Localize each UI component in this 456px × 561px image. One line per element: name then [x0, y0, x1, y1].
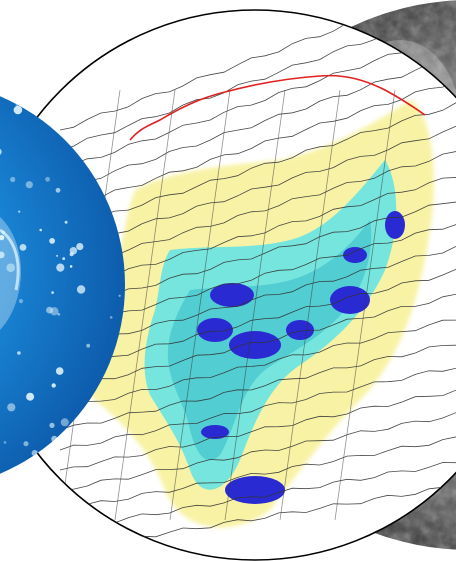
water-droplet — [19, 244, 27, 251]
water-droplet — [46, 306, 53, 314]
water-droplet — [14, 481, 20, 487]
survey-line — [169, 89, 231, 521]
water-droplet — [56, 254, 59, 257]
water-droplet — [76, 285, 86, 294]
water-droplet — [13, 105, 23, 115]
water-droplet — [69, 265, 73, 268]
survey-line — [59, 361, 456, 451]
water-droplet — [26, 392, 35, 401]
survey-line — [59, 124, 456, 251]
water-droplet — [49, 422, 55, 428]
survey-line — [59, 98, 456, 231]
survey-line — [59, 317, 456, 411]
water-droplet — [86, 343, 91, 348]
water-droplet — [60, 418, 69, 427]
water-droplet — [56, 263, 65, 272]
water-droplet — [7, 403, 16, 412]
water-droplet — [118, 294, 121, 297]
water-droplet — [109, 316, 113, 319]
water-droplet — [0, 235, 5, 241]
water-droplet — [39, 228, 42, 232]
water-droplet — [50, 307, 59, 316]
water-droplet — [0, 251, 5, 259]
survey-line — [59, 217, 456, 331]
water-droplet — [62, 257, 66, 260]
survey-line — [279, 89, 341, 521]
water-droplet — [69, 247, 78, 255]
survey-line — [59, 10, 456, 131]
water-droplet — [28, 471, 31, 474]
survey-line — [59, 242, 456, 351]
water-droplet — [15, 103, 19, 107]
water-droplet — [3, 441, 7, 444]
water-droplet — [31, 450, 38, 457]
water-droplet — [17, 351, 21, 355]
water-droplet — [64, 220, 68, 224]
water-droplet — [25, 181, 33, 189]
survey-line — [334, 89, 396, 521]
water-droplet — [55, 367, 64, 375]
water-droplet — [51, 383, 56, 388]
survey-line — [59, 436, 456, 511]
water-droplet — [57, 312, 61, 316]
survey-line — [59, 385, 456, 471]
water-droplet — [6, 263, 15, 273]
water-droplet — [18, 299, 24, 304]
water-droplet — [18, 210, 21, 213]
survey-line — [59, 339, 456, 431]
survey-line — [59, 28, 456, 171]
survey-line — [59, 194, 456, 311]
water-droplet — [55, 187, 61, 193]
water-droplet — [36, 99, 40, 103]
water-droplet — [49, 238, 55, 244]
survey-line — [59, 50, 456, 191]
water-droplet — [10, 176, 16, 183]
survey-line — [224, 89, 286, 521]
water-droplet — [1, 230, 6, 235]
survey-line — [114, 89, 176, 521]
survey-line — [59, 293, 456, 391]
survey-line — [59, 268, 456, 371]
water-droplet — [23, 441, 29, 447]
water-droplet — [45, 176, 50, 182]
survey-line — [59, 149, 456, 271]
water-droplet — [51, 291, 54, 294]
survey-line — [59, 461, 456, 531]
water-droplet — [76, 243, 84, 251]
survey-line — [59, 411, 456, 491]
